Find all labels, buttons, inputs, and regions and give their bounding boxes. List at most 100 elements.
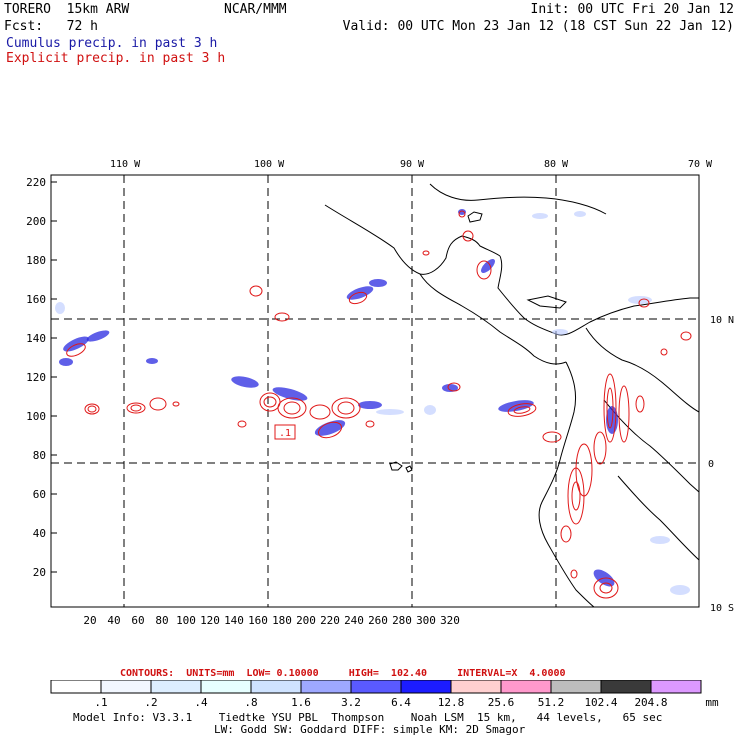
light-precip-area — [670, 585, 690, 595]
colorbar-label: 3.2 — [341, 696, 361, 709]
x-tick: 240 — [344, 614, 364, 627]
precip-contour — [317, 421, 343, 439]
x-tick: 300 — [416, 614, 436, 627]
colorbar-label: .4 — [194, 696, 208, 709]
precip-contour — [331, 397, 361, 419]
colorbar-swatch — [400, 680, 452, 694]
colorbar-label: .2 — [144, 696, 157, 709]
cuba-outline — [526, 295, 567, 309]
y-tick: 180 — [26, 254, 46, 267]
precip-contour — [422, 250, 430, 256]
y-tick: 220 — [26, 176, 46, 189]
south-america-pacific-coast — [538, 361, 595, 608]
precip-contour — [309, 404, 331, 420]
galapagos-islet — [405, 465, 413, 473]
cumulus-cell — [498, 400, 534, 412]
colorbar-swatch — [200, 680, 252, 694]
colorbar-label: .1 — [94, 696, 107, 709]
colorbar-label: 12.8 — [438, 696, 465, 709]
colorbar-label: 25.6 — [488, 696, 515, 709]
graticule — [51, 175, 699, 607]
lat-label-equator: 0 — [708, 459, 714, 470]
colorbar-swatch — [650, 680, 702, 694]
y-tick: 80 — [33, 449, 46, 462]
colorbar-label: 102.4 — [584, 696, 617, 709]
precip-contour — [365, 420, 375, 428]
central-america-pacific-coast — [419, 273, 567, 365]
x-tick: 140 — [224, 614, 244, 627]
lon-label-110w: 110 W — [110, 159, 141, 170]
colorbar: .1 .2 .4 .8 1.6 3.2 6.4 12.8 25.6 51.2 1… — [50, 680, 719, 709]
cumulus-cell — [86, 330, 110, 342]
x-tick: 40 — [107, 614, 120, 627]
light-precip-area — [424, 405, 436, 415]
precip-contour — [263, 396, 277, 408]
y-tick: 160 — [26, 293, 46, 306]
precip-contour — [66, 343, 86, 357]
y-tick: 40 — [33, 527, 46, 540]
valid-time: Valid: 00 UTC Mon 23 Jan 12 (18 CST Sun … — [342, 19, 734, 34]
precip-contour — [87, 405, 97, 413]
precip-contour — [277, 397, 307, 419]
precip-contour — [618, 385, 630, 443]
precip-contour — [337, 401, 355, 415]
x-tick: 260 — [368, 614, 388, 627]
y-tick: 20 — [33, 566, 46, 579]
x-tick-labels: 20 40 60 80 100 120 140 160 180 200 220 … — [83, 614, 460, 627]
precip-contour — [237, 420, 247, 428]
x-tick: 280 — [392, 614, 412, 627]
precip-contour — [447, 382, 461, 392]
colorbar-label: .8 — [244, 696, 257, 709]
colorbar-swatch — [450, 680, 502, 694]
precip-contour — [348, 291, 368, 305]
colorbar-swatch — [250, 680, 302, 694]
map-frame — [50, 174, 700, 608]
light-precip-area — [650, 536, 670, 544]
cumulus-cell — [59, 358, 73, 366]
high-value-marker-box — [274, 424, 296, 440]
y-tick: 100 — [26, 410, 46, 423]
contour-info: CONTOURS: UNITS=mm LOW= 0.10000 HIGH= 10… — [120, 668, 566, 679]
explicit-legend-label: Explicit precip. in past 3 h — [6, 51, 226, 66]
cumulus-cell — [231, 376, 259, 388]
x-tick: 80 — [155, 614, 168, 627]
cumulus-cell — [369, 279, 387, 287]
colorbar-swatch — [300, 680, 352, 694]
precip-contour — [130, 404, 142, 412]
cumulus-cell — [458, 209, 466, 215]
cumulus-cell — [442, 384, 458, 392]
high-value-marker: .1 — [279, 428, 291, 439]
model-info: Model Info: V3.3.1 Tiedtke YSU PBL Thomp… — [73, 711, 663, 724]
precip-contour — [599, 582, 613, 594]
light-precip-area — [55, 302, 65, 314]
precip-contour — [542, 431, 562, 443]
precip-contour — [680, 331, 692, 341]
x-tick: 20 — [83, 614, 96, 627]
precip-contour — [476, 260, 492, 280]
andes-border — [585, 327, 700, 413]
y-tick: 200 — [26, 215, 46, 228]
light-precip-area — [552, 329, 568, 335]
yucatan-outline — [467, 211, 483, 223]
colorbar-units: mm — [705, 696, 719, 709]
physics-info: LW: Godd SW: Goddard DIFF: simple KM: 2D… — [214, 723, 526, 736]
lat-label-10n: 10 N — [710, 315, 734, 326]
colorbar-label: 1.6 — [291, 696, 311, 709]
x-tick: 120 — [200, 614, 220, 627]
y-tick-marks — [51, 181, 57, 573]
precip-contour — [571, 481, 581, 511]
y-tick: 140 — [26, 332, 46, 345]
x-tick: 220 — [320, 614, 340, 627]
longitude-labels: 110 W 100 W 90 W 80 W 70 W — [110, 159, 713, 170]
precip-contour — [126, 402, 146, 414]
colorbar-swatch — [600, 680, 652, 694]
precip-contour — [274, 312, 290, 322]
colorbar-swatch — [350, 680, 402, 694]
light-precip-area — [376, 409, 404, 415]
x-tick: 180 — [272, 614, 292, 627]
precip-contour — [149, 397, 167, 411]
colorbar-swatch — [550, 680, 602, 694]
colorbar-swatches — [50, 680, 702, 694]
peru-brazil-border — [617, 475, 700, 561]
